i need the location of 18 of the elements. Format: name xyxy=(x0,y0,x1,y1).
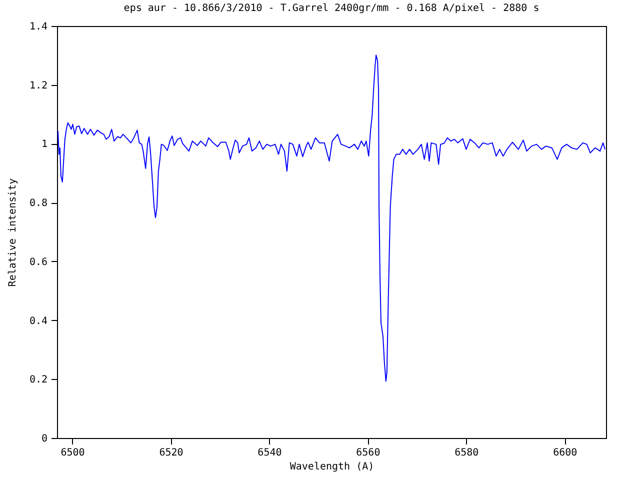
x-tick-label: 6520 xyxy=(159,448,184,458)
x-tick-label: 6580 xyxy=(454,448,479,458)
x-tick-label: 6500 xyxy=(60,448,85,458)
chart-title: eps aur - 10.866/3/2010 - T.Garrel 2400gr/mm - 0.168 A/pixel - 2880 s xyxy=(124,3,540,14)
y-tick-label: 0.8 xyxy=(29,198,48,210)
x-tick-label: 6560 xyxy=(356,448,380,458)
y-tick-label: 0.4 xyxy=(29,316,48,327)
y-tick-label: 1.2 xyxy=(29,80,48,92)
y-tick-label: 1.4 xyxy=(29,22,48,32)
line-series xyxy=(57,54,606,382)
x-axis-title: Wavelength (A) xyxy=(290,462,374,472)
y-axis-title: Relative intensity xyxy=(7,178,18,287)
y-tick-label: 1 xyxy=(41,139,48,150)
x-tick-label: 6540 xyxy=(258,448,282,458)
x-tick-label: 6600 xyxy=(553,448,578,458)
y-tick-label: 0.2 xyxy=(29,374,48,386)
y-tick-label: 0 xyxy=(41,434,48,444)
y-tick-label: 0.6 xyxy=(29,256,48,268)
